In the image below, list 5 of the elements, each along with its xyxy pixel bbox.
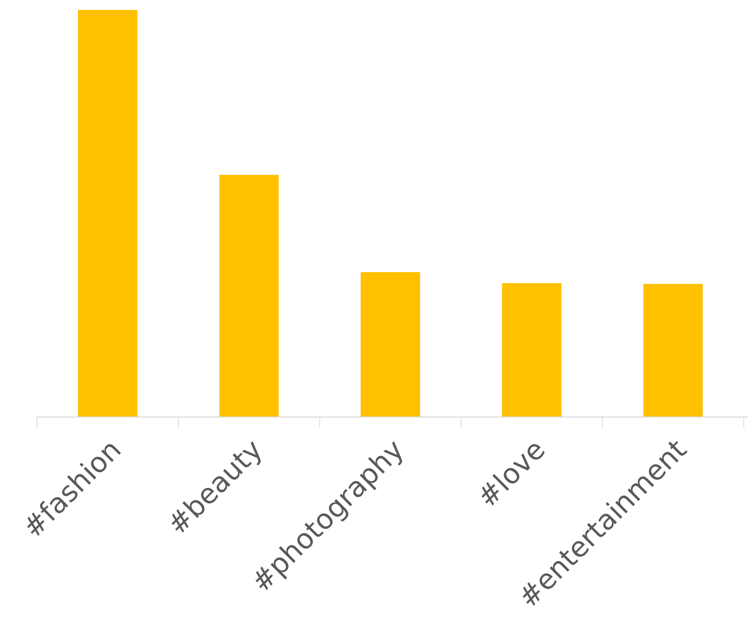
bar — [502, 283, 562, 417]
bar — [643, 284, 703, 417]
bar — [78, 10, 138, 417]
bar — [219, 174, 279, 417]
bar — [360, 272, 420, 417]
